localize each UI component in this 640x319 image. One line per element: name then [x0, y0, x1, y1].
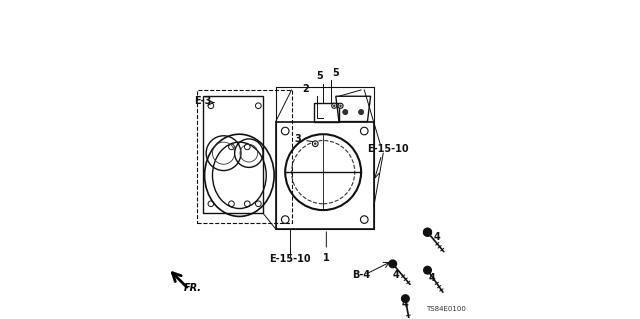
Circle shape	[314, 142, 317, 145]
Text: 4: 4	[402, 299, 409, 308]
Text: E-3: E-3	[195, 96, 212, 106]
Circle shape	[424, 228, 431, 236]
Text: 1: 1	[323, 232, 330, 263]
Text: 4: 4	[392, 270, 399, 280]
Circle shape	[424, 266, 431, 274]
Circle shape	[401, 295, 409, 302]
Text: TS84E0100: TS84E0100	[426, 306, 465, 312]
Text: E-15-10: E-15-10	[367, 144, 409, 153]
Text: 4: 4	[434, 232, 440, 242]
Circle shape	[343, 109, 348, 115]
Text: E-15-10: E-15-10	[269, 254, 311, 264]
Text: FR.: FR.	[184, 283, 202, 293]
Circle shape	[358, 109, 364, 115]
Circle shape	[332, 103, 337, 108]
Text: 5: 5	[317, 71, 323, 81]
Circle shape	[312, 141, 318, 146]
Text: 2: 2	[302, 84, 309, 93]
Text: B-4: B-4	[352, 270, 370, 280]
Circle shape	[339, 105, 342, 107]
Circle shape	[389, 260, 397, 268]
Circle shape	[333, 105, 335, 107]
Circle shape	[338, 103, 343, 108]
Text: 4: 4	[429, 273, 436, 283]
Text: 5: 5	[332, 68, 339, 78]
Text: 3: 3	[294, 134, 312, 144]
